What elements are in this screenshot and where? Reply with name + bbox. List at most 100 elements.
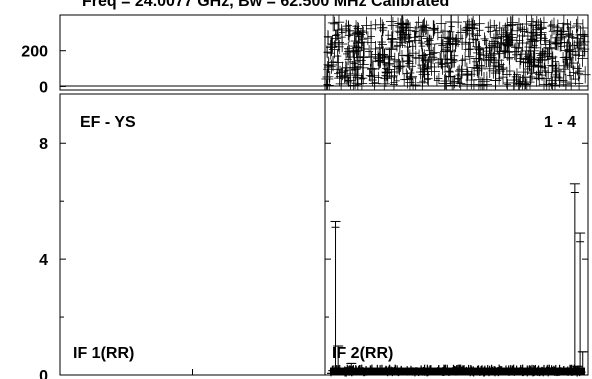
phase-point	[544, 66, 552, 79]
phase-point	[323, 78, 331, 90]
phase-point	[525, 56, 533, 68]
phase-point	[579, 66, 591, 84]
phase-point	[447, 15, 456, 29]
phase-point	[333, 15, 345, 31]
phase-point	[501, 44, 510, 59]
phase-point	[442, 44, 453, 60]
phase-point	[581, 46, 588, 57]
phase-point	[385, 15, 397, 31]
phase-point	[452, 34, 461, 47]
amp-outlier-point	[346, 362, 357, 375]
phase-point	[385, 30, 392, 41]
phase-point	[441, 51, 452, 67]
phase-point	[438, 39, 446, 52]
phase-point	[460, 36, 471, 52]
phase-point	[556, 72, 564, 84]
phase-point	[439, 22, 451, 40]
phase-point	[546, 48, 558, 66]
phase-point	[577, 19, 589, 37]
phase-point	[541, 33, 548, 44]
phase-point	[395, 63, 403, 75]
phase-point	[338, 31, 346, 43]
phase-point	[334, 68, 341, 79]
phase-point	[377, 35, 386, 49]
phase-point	[504, 16, 517, 35]
phase-point	[409, 79, 417, 90]
phase-point	[574, 40, 582, 52]
phase-point	[536, 20, 547, 37]
phase-point	[381, 63, 389, 74]
phase-point	[480, 32, 489, 46]
phase-point	[571, 18, 581, 34]
phase-point	[449, 57, 457, 68]
phase-point	[566, 76, 576, 90]
phase-point	[515, 54, 525, 69]
phase-point	[580, 30, 589, 43]
phase-point	[342, 49, 350, 59]
baseline-label: EF - YS	[80, 114, 136, 131]
phase-point	[496, 27, 507, 43]
phase-point	[566, 20, 575, 35]
phase-point	[422, 20, 432, 35]
phase-point	[395, 18, 407, 36]
phase-point	[466, 42, 475, 56]
phase-point	[407, 73, 414, 84]
phase-point	[382, 67, 394, 85]
phase-point	[508, 33, 517, 47]
phase-point	[507, 15, 519, 32]
phase-point	[483, 59, 496, 79]
phase-point	[455, 73, 462, 84]
phase-point	[356, 75, 368, 90]
phase-point	[323, 46, 331, 59]
phase-point	[544, 39, 555, 57]
phase-point	[322, 70, 332, 84]
phase-point	[439, 54, 451, 73]
phase-point	[348, 42, 360, 60]
phase-point	[529, 43, 539, 59]
phase-point	[367, 59, 379, 79]
phase-point	[482, 52, 491, 68]
phase-point	[400, 28, 411, 44]
phase-point	[350, 34, 359, 48]
phase-point	[330, 29, 342, 48]
phase-point	[462, 15, 473, 30]
phase-point	[561, 50, 571, 65]
phase-point	[462, 66, 472, 82]
phase-point	[452, 29, 464, 48]
amp-outlier-point	[569, 183, 580, 375]
phase-point	[476, 76, 486, 90]
phase-point	[413, 49, 425, 68]
phase-point	[496, 36, 506, 51]
phase-point	[409, 31, 422, 50]
phase-point	[525, 22, 537, 42]
phase-point	[548, 59, 557, 74]
phase-point	[410, 31, 419, 44]
phase-point	[559, 56, 571, 76]
phase-point	[543, 48, 554, 65]
phase-point	[461, 23, 472, 39]
phase-point	[534, 70, 545, 87]
phase-point	[367, 30, 376, 43]
phase-point	[490, 19, 498, 32]
phase-point	[533, 64, 544, 81]
phase-point	[504, 78, 511, 90]
phase-point	[471, 20, 478, 30]
phase-point	[345, 24, 355, 38]
phase-point	[355, 30, 364, 44]
phase-point	[512, 47, 522, 63]
phase-point	[384, 60, 396, 79]
phase-point	[482, 35, 489, 46]
phase-point	[546, 71, 557, 89]
phase-point	[489, 51, 497, 64]
phase-point	[359, 71, 368, 85]
amp-ytick-label: 4	[39, 252, 48, 269]
phase-point	[465, 49, 475, 64]
phase-point	[535, 57, 542, 68]
amp-ytick-label: 8	[39, 136, 48, 153]
phase-point	[406, 68, 418, 86]
phase-point	[404, 20, 414, 35]
phase-point	[538, 50, 551, 69]
phase-point	[357, 55, 369, 74]
phase-point	[326, 35, 338, 53]
phase-point	[573, 61, 582, 76]
